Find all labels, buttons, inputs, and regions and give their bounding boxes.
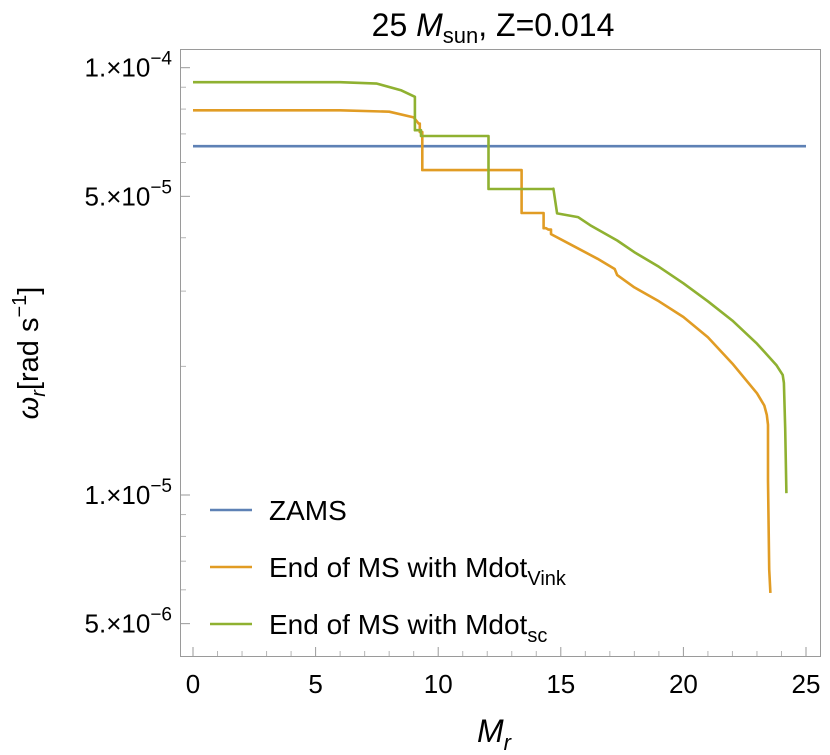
x-tick-label: 5	[308, 669, 322, 699]
title-symbol: M	[416, 7, 443, 43]
plot-frame	[180, 49, 821, 657]
title-prefix: 25	[372, 7, 416, 43]
x-tick-label: 0	[186, 669, 200, 699]
legend-label-1: ZAMS	[269, 495, 347, 526]
series-line-2	[193, 109, 772, 593]
y-axis-close: ]	[13, 287, 45, 295]
x-axis-symbol: M	[477, 713, 504, 749]
y-axis-subscript: r	[28, 389, 50, 397]
y-tick-label: 1.×10−4	[85, 49, 173, 83]
x-axis-title: Mr	[477, 713, 513, 755]
legend: ZAMS End of MS with MdotVink End of MS wit…	[210, 495, 567, 647]
legend-label-3: End of MS with Mdotsc	[269, 609, 547, 647]
y-tick-label: 1.×10−5	[85, 476, 172, 510]
legend-label-2: End of MS with MdotVink	[269, 552, 567, 590]
y-axis-title: ωr[rad s−1]	[9, 287, 50, 420]
series-layer	[193, 80, 806, 593]
y-axis: 5.×10−6 1.×10−5 5.×10−5 1.×10−4	[85, 49, 190, 639]
y-axis-superscript: −1	[9, 295, 31, 318]
series-line-3	[193, 80, 788, 494]
x-axis-subscript: r	[504, 730, 513, 755]
y-axis-unit: [rad s	[13, 318, 45, 391]
chart-title: 25 Msun, Z=0.014	[372, 7, 615, 48]
x-tick-label: 10	[424, 669, 453, 699]
x-tick-label: 15	[546, 669, 575, 699]
title-suffix: , Z=0.014	[478, 7, 614, 43]
x-axis: 0 5 10 15 20 25	[186, 647, 821, 699]
y-tick-label: 5.×10−6	[85, 605, 172, 639]
y-tick-label: 5.×10−5	[85, 177, 172, 211]
x-tick-label: 25	[792, 669, 821, 699]
title-subscript: sun	[443, 23, 478, 48]
x-tick-label: 20	[669, 669, 698, 699]
y-axis-symbol: ω	[13, 397, 45, 420]
